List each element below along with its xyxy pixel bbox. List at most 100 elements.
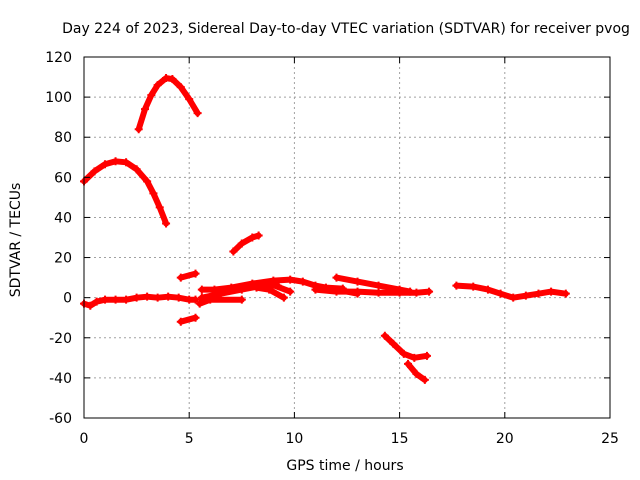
data-point-marker	[174, 293, 183, 302]
data-point-marker	[254, 231, 263, 240]
data-point-marker	[395, 285, 404, 294]
data-point-marker	[353, 277, 362, 286]
data-point-marker	[132, 165, 141, 174]
data-point-marker	[412, 288, 421, 297]
data-point-marker	[265, 279, 274, 288]
data-point-marker	[311, 285, 320, 294]
series-line	[81, 158, 170, 227]
data-point-marker	[176, 273, 185, 282]
y-tick-label: 20	[54, 251, 72, 267]
data-point-marker	[147, 91, 156, 100]
data-point-marker	[483, 285, 492, 294]
data-point-marker	[521, 291, 530, 300]
x-tick-label: 15	[391, 431, 409, 447]
data-point-marker	[229, 247, 238, 256]
data-point-marker	[153, 293, 162, 302]
x-axis-title: GPS time / hours	[286, 458, 403, 474]
data-point-marker	[168, 75, 177, 84]
data-point-marker	[193, 109, 202, 118]
y-tick-label: 60	[54, 170, 72, 186]
data-point-marker	[111, 295, 120, 304]
y-tick-label: 40	[54, 210, 72, 226]
y-axis-title: SDTVAR / TECUs	[8, 183, 24, 298]
y-tick-label: 0	[63, 291, 72, 307]
data-point-marker	[164, 292, 173, 301]
y-tick-label: -40	[49, 371, 72, 387]
series-arc-6	[195, 295, 246, 308]
data-point-marker	[216, 289, 225, 298]
x-tick-label: 10	[285, 431, 303, 447]
data-point-marker	[547, 287, 556, 296]
data-point-marker	[143, 292, 152, 301]
x-tick-label: 0	[80, 431, 89, 447]
data-point-marker	[149, 189, 158, 198]
data-point-marker	[134, 125, 143, 134]
data-point-marker	[162, 74, 171, 83]
data-point-marker	[237, 239, 246, 248]
data-point-marker	[286, 287, 295, 296]
data-point-marker	[412, 369, 421, 378]
data-point-marker	[406, 287, 415, 296]
y-tick-label: 120	[45, 50, 72, 66]
data-point-marker	[561, 289, 570, 298]
data-point-marker	[132, 293, 141, 302]
data-point-marker	[469, 282, 478, 291]
data-point-marker	[353, 289, 362, 298]
data-point-marker	[389, 339, 398, 348]
series-arc-11	[229, 231, 263, 256]
data-point-marker	[143, 177, 152, 186]
series-arc-10	[265, 279, 295, 296]
data-point-marker	[155, 203, 164, 212]
data-point-marker	[425, 287, 434, 296]
data-point-marker	[422, 351, 431, 360]
data-point-marker	[332, 285, 341, 294]
data-point-marker	[252, 283, 261, 292]
data-point-marker	[399, 349, 408, 358]
data-point-marker	[141, 105, 150, 114]
data-point-marker	[374, 288, 383, 297]
series-arc-17	[452, 281, 570, 302]
series-arc-1	[80, 157, 171, 228]
y-tick-label: -60	[49, 411, 72, 427]
series-line	[198, 276, 346, 293]
series-arc-14	[332, 285, 362, 298]
x-axis-ticks: 0 5 10 15 20 25	[80, 57, 619, 447]
data-point-marker	[122, 295, 131, 304]
y-tick-label: 80	[54, 130, 72, 146]
data-point-marker	[191, 313, 200, 322]
y-axis-ticks: -60 -40 -20 0 20 40 60 80 100 120	[45, 50, 610, 427]
series-arc-4	[176, 269, 200, 282]
data-point-marker	[153, 81, 162, 90]
data-point-marker	[162, 219, 171, 228]
data-point-marker	[90, 167, 99, 176]
data-point-marker	[92, 297, 101, 306]
data-point-marker	[374, 281, 383, 290]
data-point-marker	[101, 160, 110, 169]
data-point-marker	[332, 273, 341, 282]
data-point-marker	[496, 289, 505, 298]
data-point-marker	[176, 317, 185, 326]
data-point-marker	[380, 331, 389, 340]
data-point-marker	[122, 158, 131, 167]
data-point-marker	[237, 295, 246, 304]
series-line	[135, 75, 201, 133]
data-point-marker	[101, 295, 110, 304]
data-point-marker	[286, 275, 295, 284]
series-arc-5	[176, 313, 200, 326]
data-point-marker	[279, 293, 288, 302]
x-tick-label: 5	[185, 431, 194, 447]
series-arc-13	[332, 273, 415, 296]
data-point-marker	[197, 285, 206, 294]
x-tick-label: 25	[601, 431, 619, 447]
data-point-marker	[420, 375, 429, 384]
data-point-marker	[410, 353, 419, 362]
data-point-marker	[298, 277, 307, 286]
data-point-marker	[509, 293, 518, 302]
series-arc-16	[404, 359, 429, 384]
data-point-marker	[452, 281, 461, 290]
data-point-marker	[191, 269, 200, 278]
series-arc-3	[80, 292, 200, 310]
data-point-marker	[404, 359, 413, 368]
chart-title: Day 224 of 2023, Sidereal Day-to-day VTE…	[62, 21, 630, 37]
